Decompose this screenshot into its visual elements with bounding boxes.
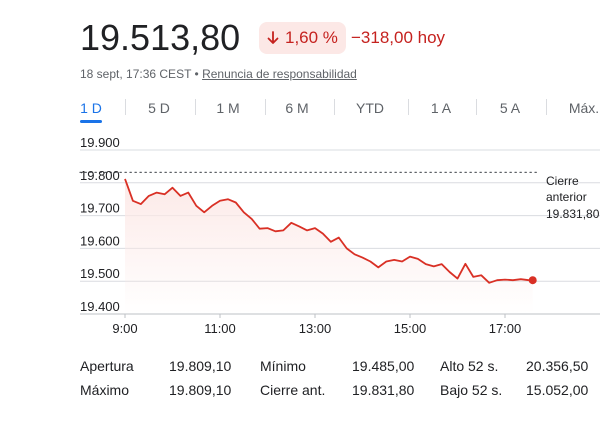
previous-close-label: Cierre bbox=[546, 174, 579, 188]
quote-meta: 18 sept, 17:36 CEST • Renuncia de respon… bbox=[80, 66, 357, 82]
quote-timestamp: 18 sept, 17:36 CEST bbox=[80, 67, 192, 81]
last-price-marker bbox=[528, 276, 537, 285]
stat-value-prev-close: 19.831,80 bbox=[352, 382, 415, 398]
stat-value-52w-high: 20.356,50 bbox=[526, 358, 589, 374]
disclaimer-link[interactable]: Renuncia de responsabilidad bbox=[202, 67, 357, 81]
stat-value-52w-low: 15.052,00 bbox=[526, 382, 589, 398]
tab-separator bbox=[546, 99, 547, 115]
change-percent-value: 1,60 % bbox=[285, 28, 338, 47]
stat-label-high: Máximo bbox=[80, 382, 130, 398]
x-tick-label: 13:00 bbox=[299, 321, 332, 336]
stat-label-low: Mínimo bbox=[260, 358, 306, 374]
tab-1m[interactable]: 1 M bbox=[216, 100, 240, 116]
stat-label-open: Apertura bbox=[80, 358, 134, 374]
stat-value-high: 19.809,10 bbox=[169, 382, 232, 398]
arrow-down-icon bbox=[267, 31, 279, 44]
stat-value-open: 19.809,10 bbox=[169, 358, 232, 374]
y-tick-label: 19.500 bbox=[80, 266, 120, 281]
previous-close-label: anterior bbox=[546, 190, 587, 204]
y-tick-label: 19.800 bbox=[80, 168, 120, 183]
tab-active-indicator bbox=[80, 120, 102, 123]
tab-max[interactable]: Máx. bbox=[568, 100, 600, 116]
price-chart[interactable]: 19.900 19.800 19.700 19.600 19.500 19.400 9:0… bbox=[0, 130, 610, 345]
tab-5d[interactable]: 5 D bbox=[148, 100, 170, 116]
tab-1d[interactable]: 1 D bbox=[80, 100, 102, 116]
x-tick-label: 9:00 bbox=[112, 321, 137, 336]
stat-label-52w-high: Alto 52 s. bbox=[440, 358, 499, 374]
range-tabs: 1 D 5 D 1 M 6 M YTD 1 A 5 A Máx. bbox=[80, 96, 610, 124]
tab-separator bbox=[334, 99, 335, 115]
tab-6m[interactable]: 6 M bbox=[285, 100, 309, 116]
y-tick-label: 19.700 bbox=[80, 201, 120, 216]
tab-separator bbox=[476, 99, 477, 115]
tab-separator bbox=[125, 99, 126, 115]
y-tick-label: 19.400 bbox=[80, 299, 120, 314]
stat-label-prev-close: Cierre ant. bbox=[260, 382, 326, 398]
tab-5a[interactable]: 5 A bbox=[499, 100, 521, 116]
price-value: 19.513,80 bbox=[80, 17, 241, 58]
tab-ytd[interactable]: YTD bbox=[356, 100, 384, 116]
stat-label-52w-low: Bajo 52 s. bbox=[440, 382, 503, 398]
meta-separator: • bbox=[191, 67, 203, 81]
x-tick-label: 17:00 bbox=[489, 321, 522, 336]
y-tick-label: 19.600 bbox=[80, 233, 120, 248]
y-tick-label: 19.900 bbox=[80, 135, 120, 150]
x-tick-label: 15:00 bbox=[394, 321, 427, 336]
tab-1a[interactable]: 1 A bbox=[430, 100, 452, 116]
price-area bbox=[125, 178, 533, 314]
tab-separator bbox=[195, 99, 196, 115]
tab-separator bbox=[408, 99, 409, 115]
price-line bbox=[124, 178, 533, 284]
change-percent-badge: 1,60 % bbox=[259, 22, 346, 54]
change-absolute-value: −318,00 hoy bbox=[351, 28, 446, 47]
tab-separator bbox=[265, 99, 266, 115]
x-tick-label: 11:00 bbox=[204, 321, 236, 336]
previous-close-value: 19.831,80 bbox=[546, 207, 600, 221]
stat-value-low: 19.485,00 bbox=[352, 358, 415, 374]
